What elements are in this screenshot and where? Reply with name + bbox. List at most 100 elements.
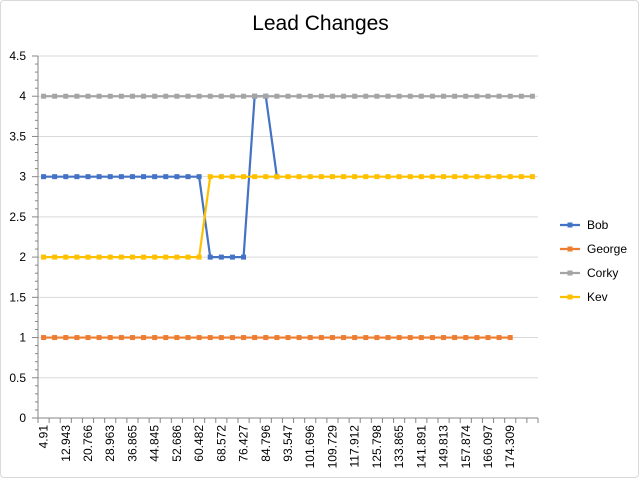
data-point-george bbox=[185, 335, 191, 341]
x-tick-label: 109.729 bbox=[325, 425, 339, 469]
data-point-george bbox=[285, 335, 291, 341]
data-point-corky bbox=[207, 93, 213, 99]
data-point-corky bbox=[507, 93, 513, 99]
data-point-george bbox=[307, 335, 313, 341]
y-tick-label: 2.5 bbox=[9, 210, 26, 224]
data-point-bob bbox=[196, 174, 202, 180]
y-tick-label: 0 bbox=[19, 411, 26, 425]
data-point-bob bbox=[218, 254, 224, 260]
data-point-george bbox=[474, 335, 480, 341]
data-point-george bbox=[396, 335, 402, 341]
data-point-george bbox=[385, 335, 391, 341]
data-point-corky bbox=[529, 93, 535, 99]
data-point-corky bbox=[307, 93, 313, 99]
chart-title: Lead Changes bbox=[252, 12, 389, 35]
data-point-corky bbox=[107, 93, 113, 99]
data-point-george bbox=[318, 335, 324, 341]
data-point-george bbox=[463, 335, 469, 341]
data-point-george bbox=[196, 335, 202, 341]
data-point-corky bbox=[463, 93, 469, 99]
data-point-bob bbox=[207, 254, 213, 260]
data-point-bob bbox=[63, 174, 69, 180]
y-tick-label: 0.5 bbox=[9, 371, 26, 385]
data-point-kev bbox=[274, 174, 280, 180]
data-point-kev bbox=[174, 254, 180, 260]
data-point-bob bbox=[174, 174, 180, 180]
x-tick-label: 36.865 bbox=[125, 425, 139, 462]
x-tick-label: 44.845 bbox=[148, 425, 162, 462]
data-point-kev bbox=[63, 254, 69, 260]
x-tick-label: 125.798 bbox=[370, 425, 384, 469]
data-point-kev bbox=[463, 174, 469, 180]
data-point-corky bbox=[141, 93, 147, 99]
data-point-corky bbox=[396, 93, 402, 99]
y-tick-label: 1 bbox=[19, 331, 26, 345]
data-point-corky bbox=[296, 93, 302, 99]
x-tick-label: 157.874 bbox=[459, 425, 473, 469]
data-point-kev bbox=[96, 254, 102, 260]
data-point-corky bbox=[374, 93, 380, 99]
data-point-kev bbox=[341, 174, 347, 180]
data-point-george bbox=[329, 335, 335, 341]
data-point-kev bbox=[385, 174, 391, 180]
data-point-george bbox=[252, 335, 258, 341]
data-point-corky bbox=[196, 93, 202, 99]
data-point-george bbox=[174, 335, 180, 341]
data-point-corky bbox=[241, 93, 247, 99]
data-point-bob bbox=[152, 174, 158, 180]
data-point-george bbox=[85, 335, 91, 341]
legend-label-corky: Corky bbox=[587, 266, 618, 280]
data-point-george bbox=[129, 335, 135, 341]
data-point-george bbox=[274, 335, 280, 341]
data-point-george bbox=[418, 335, 424, 341]
data-point-kev bbox=[74, 254, 80, 260]
data-point-kev bbox=[218, 174, 224, 180]
data-point-corky bbox=[63, 93, 69, 99]
data-point-bob bbox=[185, 174, 191, 180]
data-point-bob bbox=[85, 174, 91, 180]
data-point-kev bbox=[474, 174, 480, 180]
x-tick-label: 84.796 bbox=[259, 425, 273, 462]
data-point-corky bbox=[341, 93, 347, 99]
data-point-kev bbox=[241, 174, 247, 180]
x-tick-label: 60.482 bbox=[192, 425, 206, 462]
data-point-george bbox=[141, 335, 147, 341]
x-tick-label: 101.696 bbox=[303, 425, 317, 469]
data-point-kev bbox=[407, 174, 413, 180]
x-tick-label: 117.912 bbox=[348, 425, 362, 468]
data-point-kev bbox=[229, 174, 235, 180]
data-point-george bbox=[407, 335, 413, 341]
data-point-corky bbox=[418, 93, 424, 99]
x-tick-label: 76.427 bbox=[237, 425, 251, 462]
data-point-corky bbox=[474, 93, 480, 99]
data-point-kev bbox=[85, 254, 91, 260]
data-point-george bbox=[163, 335, 169, 341]
y-tick-label: 3.5 bbox=[9, 129, 26, 143]
x-tick-label: 174.309 bbox=[503, 425, 517, 469]
data-point-kev bbox=[352, 174, 358, 180]
data-point-george bbox=[352, 335, 358, 341]
x-tick-label: 12.943 bbox=[59, 425, 73, 462]
data-point-kev bbox=[507, 174, 513, 180]
data-point-george bbox=[441, 335, 447, 341]
data-point-kev bbox=[141, 254, 147, 260]
legend-marker-george bbox=[567, 246, 573, 252]
data-point-kev bbox=[185, 254, 191, 260]
data-point-bob bbox=[118, 174, 124, 180]
series-line-bob bbox=[43, 95, 278, 259]
data-point-kev bbox=[207, 174, 213, 180]
data-point-george bbox=[41, 335, 47, 341]
data-point-george bbox=[118, 335, 124, 341]
data-point-corky bbox=[185, 93, 191, 99]
data-point-bob bbox=[163, 174, 169, 180]
data-point-bob bbox=[229, 254, 235, 260]
data-point-kev bbox=[441, 174, 447, 180]
legend-label-george: George bbox=[587, 242, 627, 256]
legend-marker-bob bbox=[567, 222, 573, 228]
data-point-george bbox=[152, 335, 158, 341]
legend-label-bob: Bob bbox=[587, 218, 609, 232]
x-tick-label: 141.891 bbox=[414, 425, 428, 469]
data-point-bob bbox=[41, 174, 47, 180]
data-point-corky bbox=[518, 93, 524, 99]
data-point-george bbox=[507, 335, 513, 341]
